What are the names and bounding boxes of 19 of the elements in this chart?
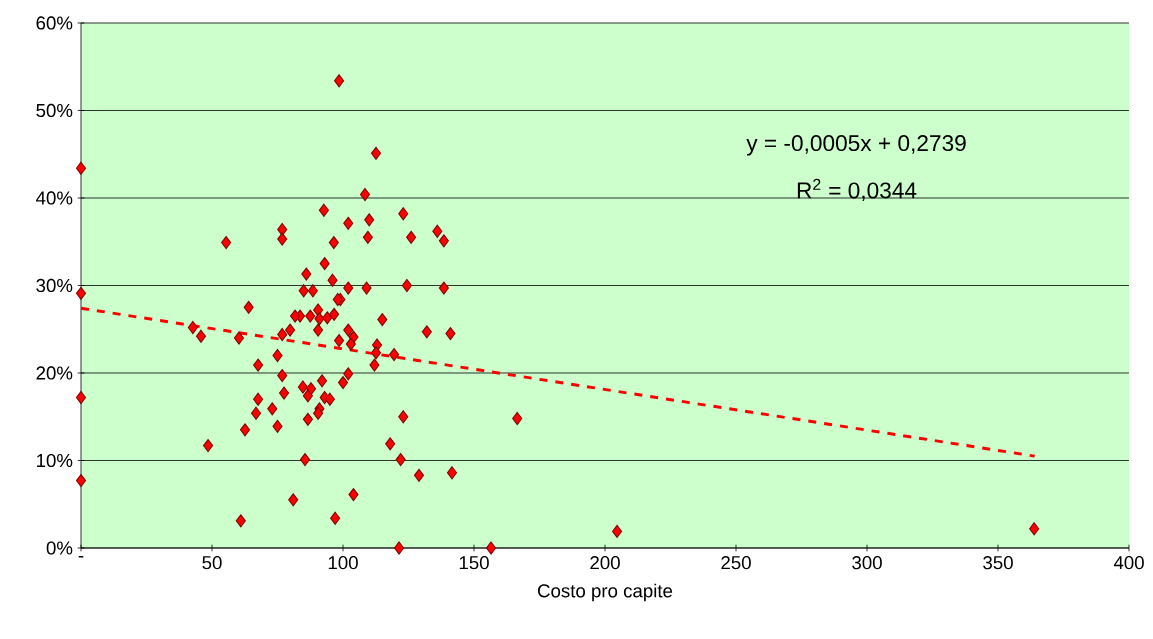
annotation: y = -0,0005x + 0,2739 bbox=[746, 135, 966, 156]
x-tick-label: 350 bbox=[983, 556, 1013, 570]
x-tick-label: 400 bbox=[1113, 556, 1144, 570]
x-tick-label: 50 bbox=[202, 556, 222, 570]
x-tick-label: 150 bbox=[459, 556, 489, 570]
x-tick-label: - bbox=[78, 556, 84, 558]
y-tick-label: 30% bbox=[36, 278, 73, 293]
x-tick-label: 300 bbox=[852, 556, 882, 570]
x-tick-label: 200 bbox=[590, 556, 620, 570]
y-tick-label: 0% bbox=[46, 541, 73, 555]
x-tick-label: 100 bbox=[328, 556, 358, 570]
x-axis-title: Costo pro capite bbox=[537, 583, 673, 602]
y-tick-label: 20% bbox=[36, 366, 73, 380]
y-tick-label: 50% bbox=[36, 103, 73, 118]
x-tick-label: 250 bbox=[721, 556, 751, 570]
y-tick-label: 10% bbox=[37, 453, 73, 468]
y-tick-label: 40% bbox=[36, 191, 73, 205]
annotation: R$^{2}$ = 0,0344 bbox=[797, 178, 917, 202]
y-tick-label: 60% bbox=[36, 16, 73, 30]
